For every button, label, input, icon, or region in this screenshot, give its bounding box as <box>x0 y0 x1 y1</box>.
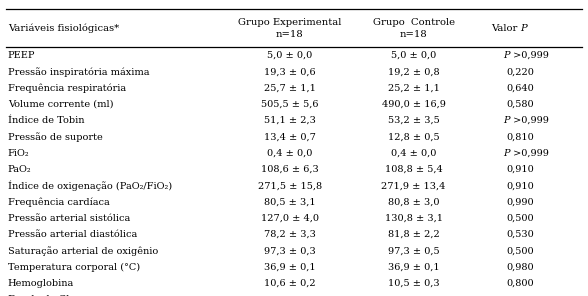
Text: 97,3 ± 0,5: 97,3 ± 0,5 <box>387 246 439 255</box>
Text: Pressão de suporte: Pressão de suporte <box>8 132 102 142</box>
Text: P: P <box>503 149 510 158</box>
Text: 505,5 ± 5,6: 505,5 ± 5,6 <box>261 100 319 109</box>
Text: 10,6 ± 0,2: 10,6 ± 0,2 <box>264 279 316 288</box>
Text: Volume corrente (ml): Volume corrente (ml) <box>8 100 113 109</box>
Text: 19,2 ± 0,8: 19,2 ± 0,8 <box>387 67 439 76</box>
Text: 0,810: 0,810 <box>506 132 534 141</box>
Text: 0,640: 0,640 <box>506 83 534 93</box>
Text: 0,910: 0,910 <box>506 165 534 174</box>
Text: 271,5 ± 15,8: 271,5 ± 15,8 <box>258 181 322 190</box>
Text: 13,4 ± 0,7: 13,4 ± 0,7 <box>264 132 316 141</box>
Text: 0,990: 0,990 <box>506 197 534 207</box>
Text: >0,999: >0,999 <box>510 149 549 158</box>
Text: 80,5 ± 3,1: 80,5 ± 3,1 <box>264 197 316 207</box>
Text: Índice de Tobin: Índice de Tobin <box>8 116 84 125</box>
Text: 0,980: 0,980 <box>506 263 534 272</box>
Text: 36,9 ± 0,1: 36,9 ± 0,1 <box>264 263 316 272</box>
Text: 53,2 ± 3,5: 53,2 ± 3,5 <box>387 116 439 125</box>
Text: Frequência respiratória: Frequência respiratória <box>8 83 126 93</box>
Text: 108,6 ± 6,3: 108,6 ± 6,3 <box>261 165 319 174</box>
Text: Pressão arterial diastólica: Pressão arterial diastólica <box>8 230 137 239</box>
Text: 11 ± 0,4: 11 ± 0,4 <box>269 295 311 296</box>
Text: 25,2 ± 1,1: 25,2 ± 1,1 <box>387 83 439 93</box>
Text: 0,4 ± 0,0: 0,4 ± 0,0 <box>391 149 436 158</box>
Text: P: P <box>503 51 510 60</box>
Text: 11 ± 0,5: 11 ± 0,5 <box>392 295 435 296</box>
Text: Saturação arterial de oxigênio: Saturação arterial de oxigênio <box>8 246 158 256</box>
Text: PEEP: PEEP <box>8 51 35 60</box>
Text: 271,9 ± 13,4: 271,9 ± 13,4 <box>382 181 446 190</box>
Text: FiO₂: FiO₂ <box>8 149 29 158</box>
Text: Índice de oxigenação (PaO₂/FiO₂): Índice de oxigenação (PaO₂/FiO₂) <box>8 181 172 191</box>
Text: Pressão inspiratória máxima: Pressão inspiratória máxima <box>8 67 149 77</box>
Text: Pressão arterial sistólica: Pressão arterial sistólica <box>8 214 130 223</box>
Text: 0,580: 0,580 <box>506 100 534 109</box>
Text: 0,4 ± 0,0: 0,4 ± 0,0 <box>267 149 312 158</box>
Text: 0,910: 0,910 <box>506 181 534 190</box>
Text: >0,999: >0,999 <box>510 116 549 125</box>
Text: Grupo Experimental
n=18: Grupo Experimental n=18 <box>238 18 342 38</box>
Text: 0,500: 0,500 <box>506 246 534 255</box>
Text: 0,510: 0,510 <box>506 295 534 296</box>
Text: 108,8 ± 5,4: 108,8 ± 5,4 <box>385 165 442 174</box>
Text: 0,800: 0,800 <box>506 279 534 288</box>
Text: PaO₂: PaO₂ <box>8 165 31 174</box>
Text: 78,2 ± 3,3: 78,2 ± 3,3 <box>264 230 316 239</box>
Text: Temperatura corporal (°C): Temperatura corporal (°C) <box>8 263 140 272</box>
Text: 19,3 ± 0,6: 19,3 ± 0,6 <box>264 67 316 76</box>
Text: P: P <box>503 116 510 125</box>
Text: 130,8 ± 3,1: 130,8 ± 3,1 <box>385 214 443 223</box>
Text: Valor: Valor <box>490 24 520 33</box>
Text: 80,8 ± 3,0: 80,8 ± 3,0 <box>388 197 439 207</box>
Text: 36,9 ± 0,1: 36,9 ± 0,1 <box>387 263 439 272</box>
Text: 5,0 ± 0,0: 5,0 ± 0,0 <box>391 51 436 60</box>
Text: 0,220: 0,220 <box>506 67 534 76</box>
Text: Grupo  Controle
n=18: Grupo Controle n=18 <box>373 18 455 38</box>
Text: Escala de Glasgow: Escala de Glasgow <box>8 295 101 296</box>
Text: 127,0 ± 4,0: 127,0 ± 4,0 <box>260 214 319 223</box>
Text: 490,0 ± 16,9: 490,0 ± 16,9 <box>382 100 446 109</box>
Text: Variáveis fisiológicas*: Variáveis fisiológicas* <box>8 23 119 33</box>
Text: 25,7 ± 1,1: 25,7 ± 1,1 <box>264 83 316 93</box>
Text: Hemoglobina: Hemoglobina <box>8 279 74 288</box>
Text: 81,8 ± 2,2: 81,8 ± 2,2 <box>387 230 439 239</box>
Text: >0,999: >0,999 <box>510 51 549 60</box>
Text: 97,3 ± 0,3: 97,3 ± 0,3 <box>264 246 316 255</box>
Text: 12,8 ± 0,5: 12,8 ± 0,5 <box>387 132 439 141</box>
Text: 0,500: 0,500 <box>506 214 534 223</box>
Text: P: P <box>520 24 527 33</box>
Text: 5,0 ± 0,0: 5,0 ± 0,0 <box>267 51 312 60</box>
Text: 51,1 ± 2,3: 51,1 ± 2,3 <box>264 116 316 125</box>
Text: 0,530: 0,530 <box>506 230 534 239</box>
Text: Frequência cardíaca: Frequência cardíaca <box>8 197 109 207</box>
Text: 10,5 ± 0,3: 10,5 ± 0,3 <box>387 279 439 288</box>
